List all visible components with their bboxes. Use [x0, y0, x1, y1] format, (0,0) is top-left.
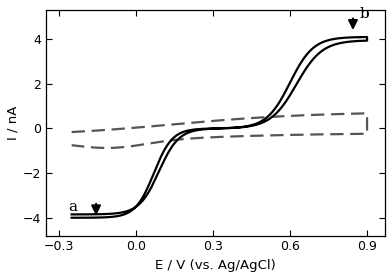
- X-axis label: E / V (vs. Ag/AgCl): E / V (vs. Ag/AgCl): [155, 259, 276, 272]
- Y-axis label: I / nA: I / nA: [7, 106, 20, 140]
- Text: b: b: [359, 7, 369, 21]
- Text: a: a: [69, 199, 78, 214]
